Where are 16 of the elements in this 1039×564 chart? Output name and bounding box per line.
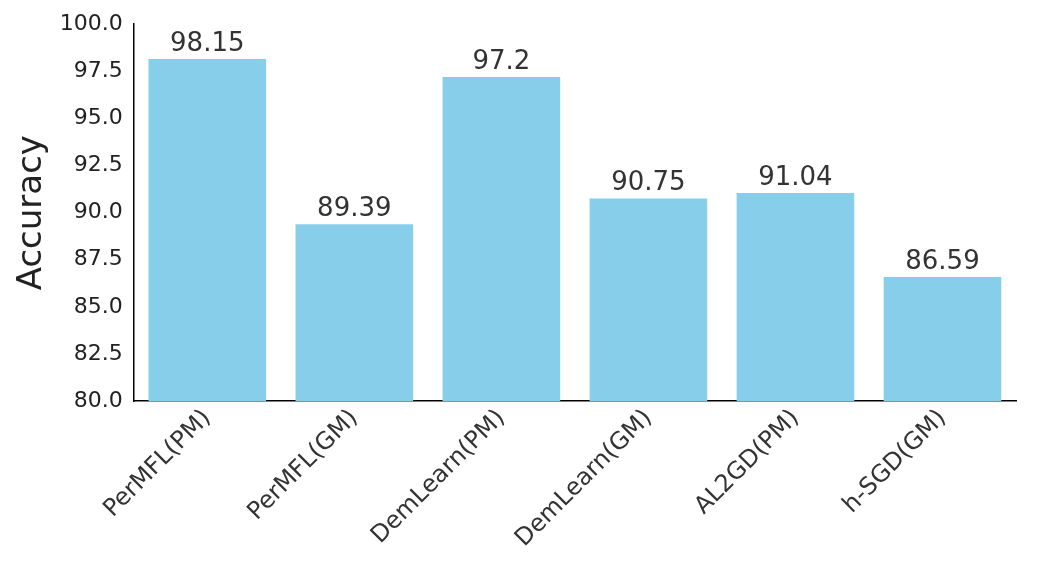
y-tick-label: 95.0 [73,104,123,130]
y-tick-label: 90.0 [73,198,123,224]
y-tick-label: 80.0 [73,386,123,412]
data-label: 98.15 [170,26,245,57]
y-tick-label: 100.0 [59,9,123,35]
y-axis-title: Accuracy [9,135,50,291]
data-label: 91.04 [758,160,833,191]
y-tick-label: 92.5 [73,151,123,177]
y-tick-label: 82.5 [73,339,123,365]
data-label: 86.59 [905,244,980,275]
data-label: 90.75 [611,166,686,197]
data-label: 89.39 [317,191,392,222]
y-tick-label: 87.5 [73,245,123,271]
data-label: 97.2 [472,44,531,75]
y-tick-label: 97.5 [73,57,123,83]
y-tick-label: 85.0 [73,292,123,318]
